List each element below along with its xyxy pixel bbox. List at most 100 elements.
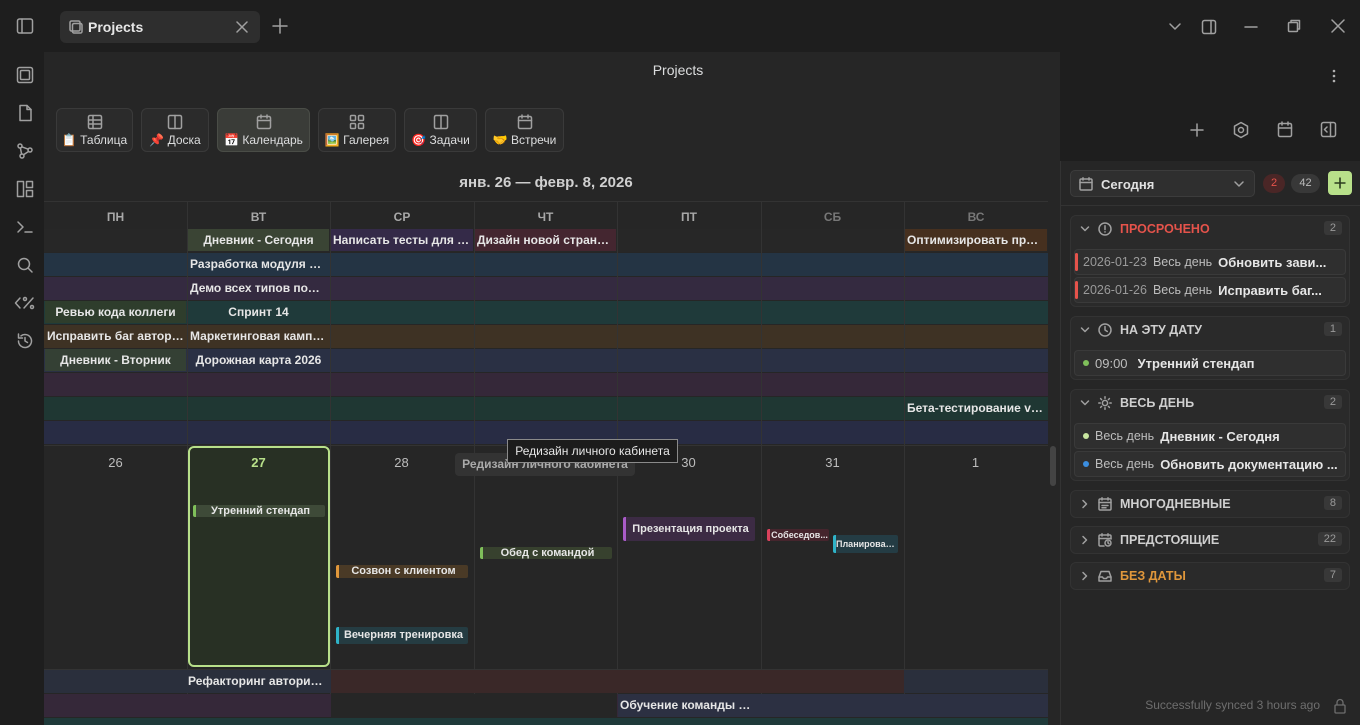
upcoming-header[interactable]: ПРЕДСТОЯЩИЕ bbox=[1080, 529, 1219, 551]
allday-row bbox=[44, 277, 1048, 300]
multiday-header[interactable]: МНОГОДНЕВНЫЕ bbox=[1080, 493, 1231, 515]
day-number[interactable]: 31 bbox=[825, 455, 840, 470]
close-tab-icon[interactable] bbox=[236, 21, 248, 33]
multiday-event[interactable]: Бета-тестирование v3.0 bbox=[907, 401, 1047, 415]
allday-row bbox=[44, 397, 1048, 420]
divider bbox=[44, 201, 1048, 202]
view-tasks-button[interactable]: 🎯 Задачи bbox=[404, 108, 477, 152]
graph-icon[interactable] bbox=[16, 142, 34, 160]
new-tab-icon[interactable] bbox=[272, 18, 288, 34]
toggle-panel-icon[interactable] bbox=[1320, 121, 1337, 138]
all-day-header[interactable]: ВЕСЬ ДЕНЬ bbox=[1080, 392, 1194, 414]
multiday-section[interactable] bbox=[1070, 490, 1350, 518]
percent-code-icon[interactable] bbox=[14, 294, 36, 312]
calendar-icon bbox=[1079, 177, 1093, 191]
tab-projects[interactable]: Projects bbox=[60, 11, 260, 43]
item-when: Весь день bbox=[1095, 429, 1155, 443]
day-number[interactable]: 28 bbox=[394, 455, 409, 470]
overdue-bar bbox=[1075, 281, 1078, 299]
multiday-event[interactable]: Маркетинговая кампан... bbox=[190, 329, 329, 343]
calendar-picker-icon[interactable] bbox=[1277, 121, 1293, 138]
status-dot bbox=[1083, 461, 1089, 467]
right-sidebar-toggle-icon[interactable] bbox=[1201, 19, 1217, 35]
on-date-header[interactable]: НА ЭТУ ДАТУ bbox=[1080, 319, 1202, 341]
timed-event[interactable]: Утренний стендап bbox=[193, 505, 325, 517]
section-title: МНОГОДНЕВНЫЕ bbox=[1120, 497, 1231, 511]
more-options-icon[interactable] bbox=[1326, 68, 1342, 84]
multiday-event[interactable]: Исправить баг авториза... bbox=[47, 329, 186, 343]
view-emoji: 📅 bbox=[224, 132, 240, 147]
calendar-icon bbox=[256, 113, 272, 130]
tab-file-icon bbox=[69, 20, 83, 34]
files-icon[interactable] bbox=[16, 66, 34, 84]
chevron-right-icon bbox=[1080, 571, 1090, 581]
view-label: Таблица bbox=[80, 132, 128, 147]
agenda-item[interactable]: Весь день Обновить документацию ... bbox=[1074, 451, 1346, 477]
agenda-item[interactable]: Весь день Дневник - Сегодня bbox=[1074, 423, 1346, 449]
multiday-event[interactable]: Рефакторинг авторизации bbox=[188, 674, 329, 688]
settings-icon[interactable] bbox=[1232, 121, 1250, 139]
multiday-event[interactable]: Дизайн новой страницы bbox=[475, 229, 616, 251]
status-dot bbox=[1083, 360, 1089, 366]
restore-icon[interactable] bbox=[1287, 19, 1301, 33]
multiday-event[interactable]: Дневник - Вторник bbox=[45, 349, 186, 371]
lock-icon[interactable] bbox=[1333, 698, 1347, 714]
close-window-icon[interactable] bbox=[1331, 19, 1345, 33]
upcoming-section[interactable] bbox=[1070, 526, 1350, 554]
multiday-event[interactable]: Разработка модуля ана... bbox=[190, 257, 329, 271]
multiday-event[interactable]: Ревью кода коллеги bbox=[45, 301, 186, 323]
item-title: Утренний стендап bbox=[1137, 355, 1255, 371]
no-date-section[interactable] bbox=[1070, 562, 1350, 590]
multiday-event[interactable]: Спринт 14 bbox=[228, 305, 289, 319]
timed-event[interactable]: Планирован... bbox=[833, 535, 898, 553]
multiday-event[interactable]: Дневник - Сегодня bbox=[188, 229, 329, 251]
timed-event[interactable]: Созвон с клиентом bbox=[336, 565, 468, 578]
document-icon[interactable] bbox=[16, 104, 34, 122]
multiday-event[interactable]: Дорожная карта 2026 bbox=[195, 353, 322, 367]
date-select[interactable]: Сегодня bbox=[1070, 170, 1255, 197]
view-calendar-button[interactable]: 📅 Календарь bbox=[217, 108, 310, 152]
today-cell[interactable] bbox=[188, 446, 330, 667]
tasks-board-icon bbox=[433, 114, 449, 130]
table-icon bbox=[87, 114, 103, 130]
multiday-event[interactable]: Демо всех типов полей bbox=[190, 281, 329, 295]
timed-event[interactable]: Обед с командой bbox=[480, 547, 612, 559]
status-dot bbox=[1083, 433, 1089, 439]
view-board-button[interactable]: 📌 Доска bbox=[141, 108, 209, 152]
agenda-item[interactable]: 2026-01-26 Весь день Исправить баг... bbox=[1074, 277, 1346, 303]
add-icon[interactable] bbox=[1189, 122, 1205, 138]
overdue-header[interactable]: ПРОСРОЧЕНО bbox=[1080, 218, 1210, 240]
view-meetings-button[interactable]: 🤝 Встречи bbox=[485, 108, 564, 152]
chevron-down-icon[interactable] bbox=[1168, 20, 1182, 34]
day-number-today[interactable]: 27 bbox=[251, 455, 266, 470]
section-count: 2 bbox=[1323, 395, 1342, 409]
scrollbar-thumb[interactable] bbox=[1050, 446, 1056, 486]
item-title: Дневник - Сегодня bbox=[1160, 428, 1280, 444]
day-number[interactable]: 30 bbox=[681, 455, 696, 470]
day-number[interactable]: 1 bbox=[971, 455, 980, 470]
alert-circle-icon bbox=[1098, 222, 1112, 236]
timed-event[interactable]: Презентация проекта bbox=[623, 517, 755, 541]
day-number[interactable]: 26 bbox=[108, 455, 123, 470]
allday-row bbox=[44, 373, 1048, 396]
view-gallery-button[interactable]: 🖼️ Галерея bbox=[318, 108, 396, 152]
search-icon[interactable] bbox=[16, 256, 34, 274]
agenda-item[interactable]: 2026-01-23 Весь день Обновить зави... bbox=[1074, 249, 1346, 275]
multiday-event[interactable]: Обучение команды Rea... bbox=[620, 698, 761, 712]
multiday-event[interactable]: Оптимизировать произв... bbox=[905, 229, 1047, 251]
sidebar-toggle-icon[interactable] bbox=[16, 17, 34, 35]
view-label: Задачи bbox=[429, 132, 470, 147]
agenda-item[interactable]: 09:00 Утренний стендап bbox=[1074, 350, 1346, 376]
view-table-button[interactable]: 📋 Таблица bbox=[56, 108, 133, 152]
history-icon[interactable] bbox=[16, 332, 34, 350]
add-event-button[interactable] bbox=[1328, 171, 1352, 195]
terminal-icon[interactable] bbox=[16, 218, 34, 236]
allday-row-gap bbox=[331, 694, 617, 717]
no-date-header[interactable]: БЕЗ ДАТЫ bbox=[1080, 565, 1186, 587]
multiday-event[interactable]: Написать тесты для мо... bbox=[331, 229, 473, 251]
canvas-icon[interactable] bbox=[16, 180, 34, 198]
chevron-right-icon bbox=[1080, 499, 1090, 509]
timed-event[interactable]: Вечерняя тренировка bbox=[336, 627, 468, 644]
minimize-icon[interactable] bbox=[1244, 20, 1258, 34]
timed-event[interactable]: Собеседов... bbox=[767, 529, 829, 541]
